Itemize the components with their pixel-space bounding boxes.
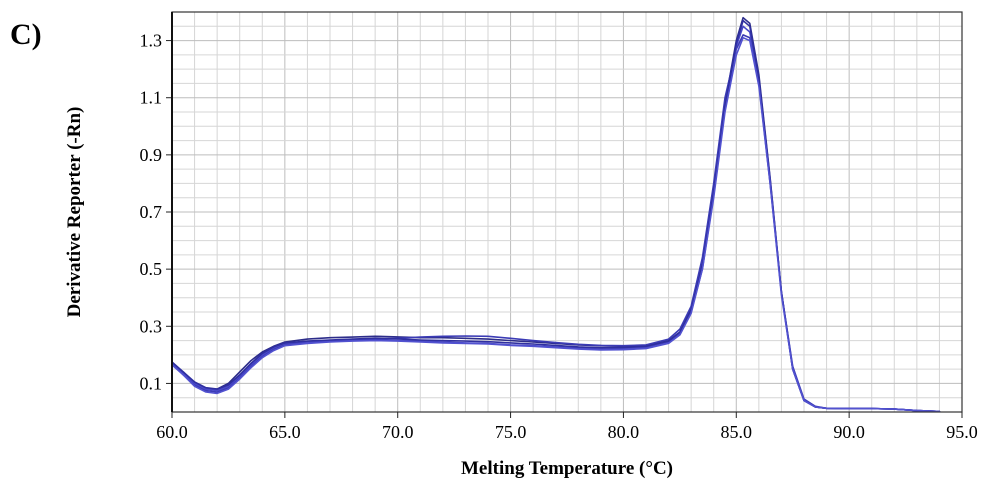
panel-label: C) (10, 18, 42, 51)
x-tick-label: 90.0 (833, 422, 865, 442)
y-tick-label: 0.7 (140, 202, 163, 222)
grid-lines (171, 11, 963, 413)
y-axis-ticks: 0.1 0.3 0.5 0.7 0.9 1.1 1.3 (140, 31, 172, 393)
y-tick-label: 0.9 (140, 145, 163, 165)
x-axis-ticks: 60.0 65.0 70.0 75.0 80.0 85.0 90.0 95.0 (156, 412, 978, 442)
y-tick-label: 0.1 (140, 373, 163, 393)
x-tick-label: 85.0 (721, 422, 753, 442)
series-line-5 (171, 36, 941, 413)
x-tick-label: 95.0 (946, 422, 978, 442)
x-axis-title: Melting Temperature (°C) (461, 458, 673, 479)
y-tick-label: 0.5 (140, 259, 163, 279)
y-axis-title: Derivative Reporter (-Rn) (64, 107, 85, 318)
x-tick-label: 80.0 (608, 422, 640, 442)
y-tick-label: 0.3 (140, 316, 163, 336)
x-tick-label: 60.0 (156, 422, 188, 442)
y-tick-label: 1.1 (140, 88, 163, 108)
data-curves (171, 16, 941, 413)
x-tick-label: 65.0 (269, 422, 301, 442)
x-tick-label: 70.0 (382, 422, 414, 442)
x-tick-label: 75.0 (495, 422, 527, 442)
y-tick-label: 1.3 (140, 31, 163, 51)
